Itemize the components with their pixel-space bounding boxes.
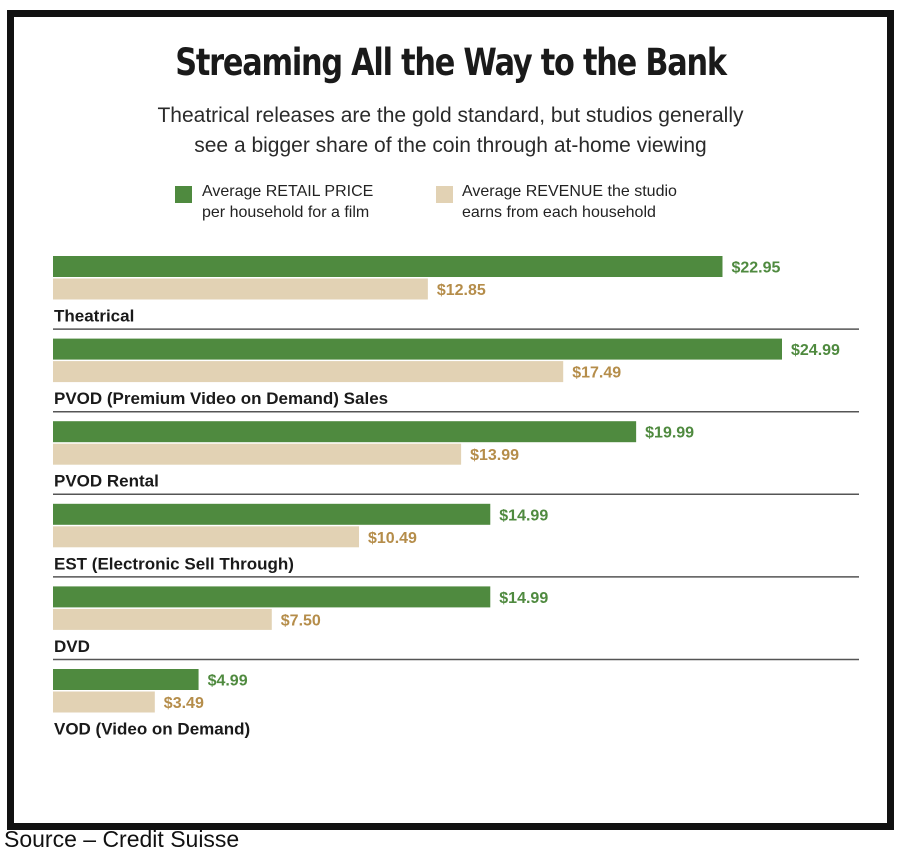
bar-retail-price-5 [53, 669, 199, 690]
legend-swatch-studio-revenue [436, 186, 453, 203]
bar-studio-revenue-0 [53, 278, 428, 300]
legend-swatch-retail-price [175, 186, 192, 203]
data-label-studio-revenue-3: $10.49 [368, 530, 417, 547]
subtitle-line-2: see a bigger share of the coin through a… [194, 134, 707, 157]
data-label-retail-price-1: $24.99 [791, 342, 840, 359]
bar-retail-price-0 [53, 256, 723, 277]
data-label-studio-revenue-5: $3.49 [164, 695, 204, 712]
category-label-3: EST (Electronic Sell Through) [54, 554, 294, 573]
chart-title: Streaming All the Way to the Bank [175, 41, 727, 84]
bar-retail-price-2 [53, 421, 637, 443]
data-label-retail-price-0: $22.95 [731, 260, 780, 277]
bar-studio-revenue-1 [53, 361, 564, 383]
category-label-1: PVOD (Premium Video on Demand) Sales [54, 389, 388, 408]
category-label-2: PVOD Rental [54, 472, 159, 491]
data-label-retail-price-5: $4.99 [208, 673, 248, 690]
bar-retail-price-4 [53, 586, 491, 608]
subtitle-line-1: Theatrical releases are the gold standar… [157, 104, 744, 127]
category-label-5: VOD (Video on Demand) [54, 720, 250, 739]
legend-label-studio-revenue: Average REVENUE the studio earns from ea… [462, 183, 677, 221]
bar-studio-revenue-5 [53, 691, 155, 713]
data-label-retail-price-4: $14.99 [499, 590, 548, 607]
bar-studio-revenue-2 [53, 443, 462, 465]
data-label-studio-revenue-1: $17.49 [572, 365, 621, 382]
data-label-retail-price-3: $14.99 [499, 507, 548, 524]
data-label-studio-revenue-4: $7.50 [281, 612, 321, 629]
bar-retail-price-3 [53, 503, 491, 525]
bar-studio-revenue-4 [53, 608, 272, 630]
category-label-0: Theatrical [54, 307, 134, 326]
source-note: Source – Credit Suisse [4, 826, 240, 852]
data-label-studio-revenue-0: $12.85 [437, 282, 486, 299]
bar-chart: $22.95 $12.85 Theatrical $24.99 $17.49 PVOD (… [53, 256, 859, 739]
legend-label-retail-price: Average RETAIL PRICE per household for a… [202, 183, 374, 221]
chart-subtitle: Theatrical releases are the gold standar… [124, 101, 777, 161]
bar-retail-price-1 [53, 338, 782, 360]
data-label-retail-price-2: $19.99 [645, 425, 694, 442]
data-label-studio-revenue-2: $13.99 [470, 447, 519, 464]
chart-frame: Streaming All the Way to the Bank Theatr… [7, 10, 894, 830]
bar-studio-revenue-3 [53, 526, 360, 548]
category-label-4: DVD [54, 637, 90, 656]
